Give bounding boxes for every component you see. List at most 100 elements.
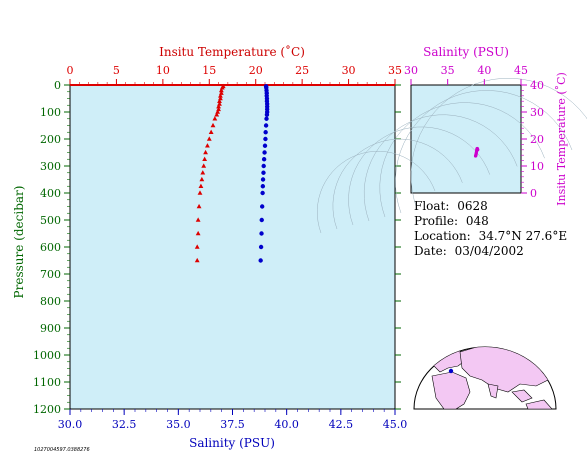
map-india	[487, 383, 499, 399]
salinity-tick-label: 32.5	[112, 418, 137, 431]
ts-temperature-tick-label: 0	[530, 187, 537, 200]
salinity-series	[258, 84, 270, 263]
ts-salinity-tick-label: 45	[514, 64, 528, 77]
salinity-point	[260, 184, 266, 189]
ts-salinity-tick-label: 30	[404, 64, 418, 77]
pressure-tick-label: 500	[40, 214, 61, 227]
ts-salinity-tick-label: 35	[441, 64, 455, 77]
temperature-tick-label: 5	[113, 64, 120, 77]
pressure-tick-label: 200	[40, 133, 61, 146]
temperature-point	[206, 136, 212, 141]
salinity-point	[264, 116, 269, 121]
ts-density-contour	[363, 114, 518, 222]
temperature-point	[196, 203, 202, 209]
pressure-tick-label: 700	[40, 268, 61, 281]
ts-point	[476, 148, 480, 152]
salinity-tick-label: 30.0	[58, 418, 83, 431]
file-id-footnote: 1027004597.0388276	[34, 447, 90, 453]
float-value: 0628	[457, 199, 488, 213]
pressure-tick-label: 300	[40, 160, 61, 173]
temperature-point	[208, 129, 214, 135]
profile-chart: 0 5 10 15 20 25 30 35 30.0 32.5 35.0 37.5 40.0 42.5 4…	[12, 44, 407, 450]
temperature-point	[214, 112, 220, 117]
temperature-point	[205, 143, 210, 148]
ts-salinity-tick-label: 40	[477, 64, 491, 77]
temperature-point	[218, 87, 224, 93]
date-value: 03/04/2002	[454, 244, 524, 258]
ts-temperature-tick-label: 30	[530, 106, 544, 119]
salinity-point	[263, 136, 268, 142]
salinity-point	[261, 163, 266, 169]
location-line: Location: 34.7°N 27.6°E	[414, 229, 567, 243]
pressure-tick-label: 100	[40, 106, 61, 119]
temperature-point	[197, 190, 203, 195]
salinity-point	[258, 244, 264, 250]
temperature-tick-label: 10	[156, 64, 170, 77]
location-map	[413, 346, 557, 410]
temperature-point	[217, 98, 222, 103]
temperature-tick-label: 25	[295, 64, 309, 77]
ts-density-contours	[317, 77, 587, 234]
temperature-tick-label: 15	[202, 64, 216, 77]
temperature-point	[218, 93, 223, 98]
pressure-tick-label: 1200	[33, 403, 61, 416]
temperature-point	[216, 104, 221, 109]
temperature-point	[198, 183, 204, 189]
pressure-tick-label: 400	[40, 187, 61, 200]
salinity-axis-ticks: 30.0 32.5 35.0 37.5 40.0 42.5 45.0	[58, 409, 407, 431]
temperature-series	[194, 83, 226, 263]
salinity-point	[263, 130, 268, 135]
profile-label: Profile:	[414, 214, 459, 228]
profile-line: Profile: 048	[414, 214, 489, 228]
ts-temperature-ticks: 0 10 20 30 40	[521, 79, 544, 200]
salinity-tick-label: 37.5	[220, 418, 245, 431]
temperature-point	[202, 156, 208, 162]
map-africa	[431, 371, 471, 409]
temperature-point	[212, 116, 218, 121]
ts-density-contour	[379, 102, 545, 218]
pressure-tick-label: 600	[40, 241, 61, 254]
salinity-tick-label: 40.0	[274, 418, 299, 431]
temperature-point	[203, 149, 208, 155]
pressure-tick-label: 800	[40, 295, 61, 308]
salinity-point	[263, 123, 269, 128]
map-greenland	[417, 349, 433, 363]
salinity-point	[259, 217, 264, 223]
map-australia	[525, 399, 553, 409]
ts-temperature-tick-label: 40	[530, 79, 544, 92]
temperature-axis-ticks: 0 5 10 15 20 25 30 35	[67, 64, 402, 85]
ts-temperature-tick-label: 20	[530, 133, 544, 146]
profile-plot-area	[69, 84, 396, 410]
temperature-point	[210, 122, 216, 128]
pressure-tick-label: 1000	[33, 349, 61, 362]
salinity-point	[259, 204, 265, 209]
temperature-point	[195, 230, 201, 236]
temperature-point	[194, 257, 200, 263]
ts-temperature-tick-label: 10	[530, 160, 544, 173]
salinity-point	[261, 157, 267, 162]
temperature-point	[201, 163, 207, 168]
ts-salinity-axis-title: Salinity (PSU)	[423, 45, 509, 59]
temperature-tick-label: 20	[249, 64, 263, 77]
salinity-point	[259, 231, 264, 236]
temperature-tick-label: 30	[342, 64, 356, 77]
profile-value: 048	[465, 214, 489, 228]
pressure-tick-label: 900	[40, 322, 61, 335]
pressure-axis-ticks: 0 100 200 300 400 500 600 700 800 900 1000 1100 1200	[33, 79, 401, 416]
salinity-axis-title: Salinity (PSU)	[189, 436, 275, 450]
temperature-point	[200, 170, 206, 175]
ts-density-contour	[395, 90, 573, 214]
ts-points	[473, 146, 480, 158]
date-line: Date: 03/04/2002	[414, 244, 524, 258]
temperature-tick-label: 35	[388, 64, 402, 77]
ts-plot-area	[410, 84, 522, 194]
ts-salinity-ticks: 30 35 40 45	[404, 64, 528, 85]
salinity-point	[261, 170, 266, 175]
map-se-asia	[511, 389, 533, 403]
ts-density-contour	[410, 77, 587, 210]
float-label: Float:	[414, 199, 450, 213]
salinity-point	[264, 112, 270, 117]
salinity-point	[262, 143, 268, 148]
temperature-point	[195, 217, 201, 222]
